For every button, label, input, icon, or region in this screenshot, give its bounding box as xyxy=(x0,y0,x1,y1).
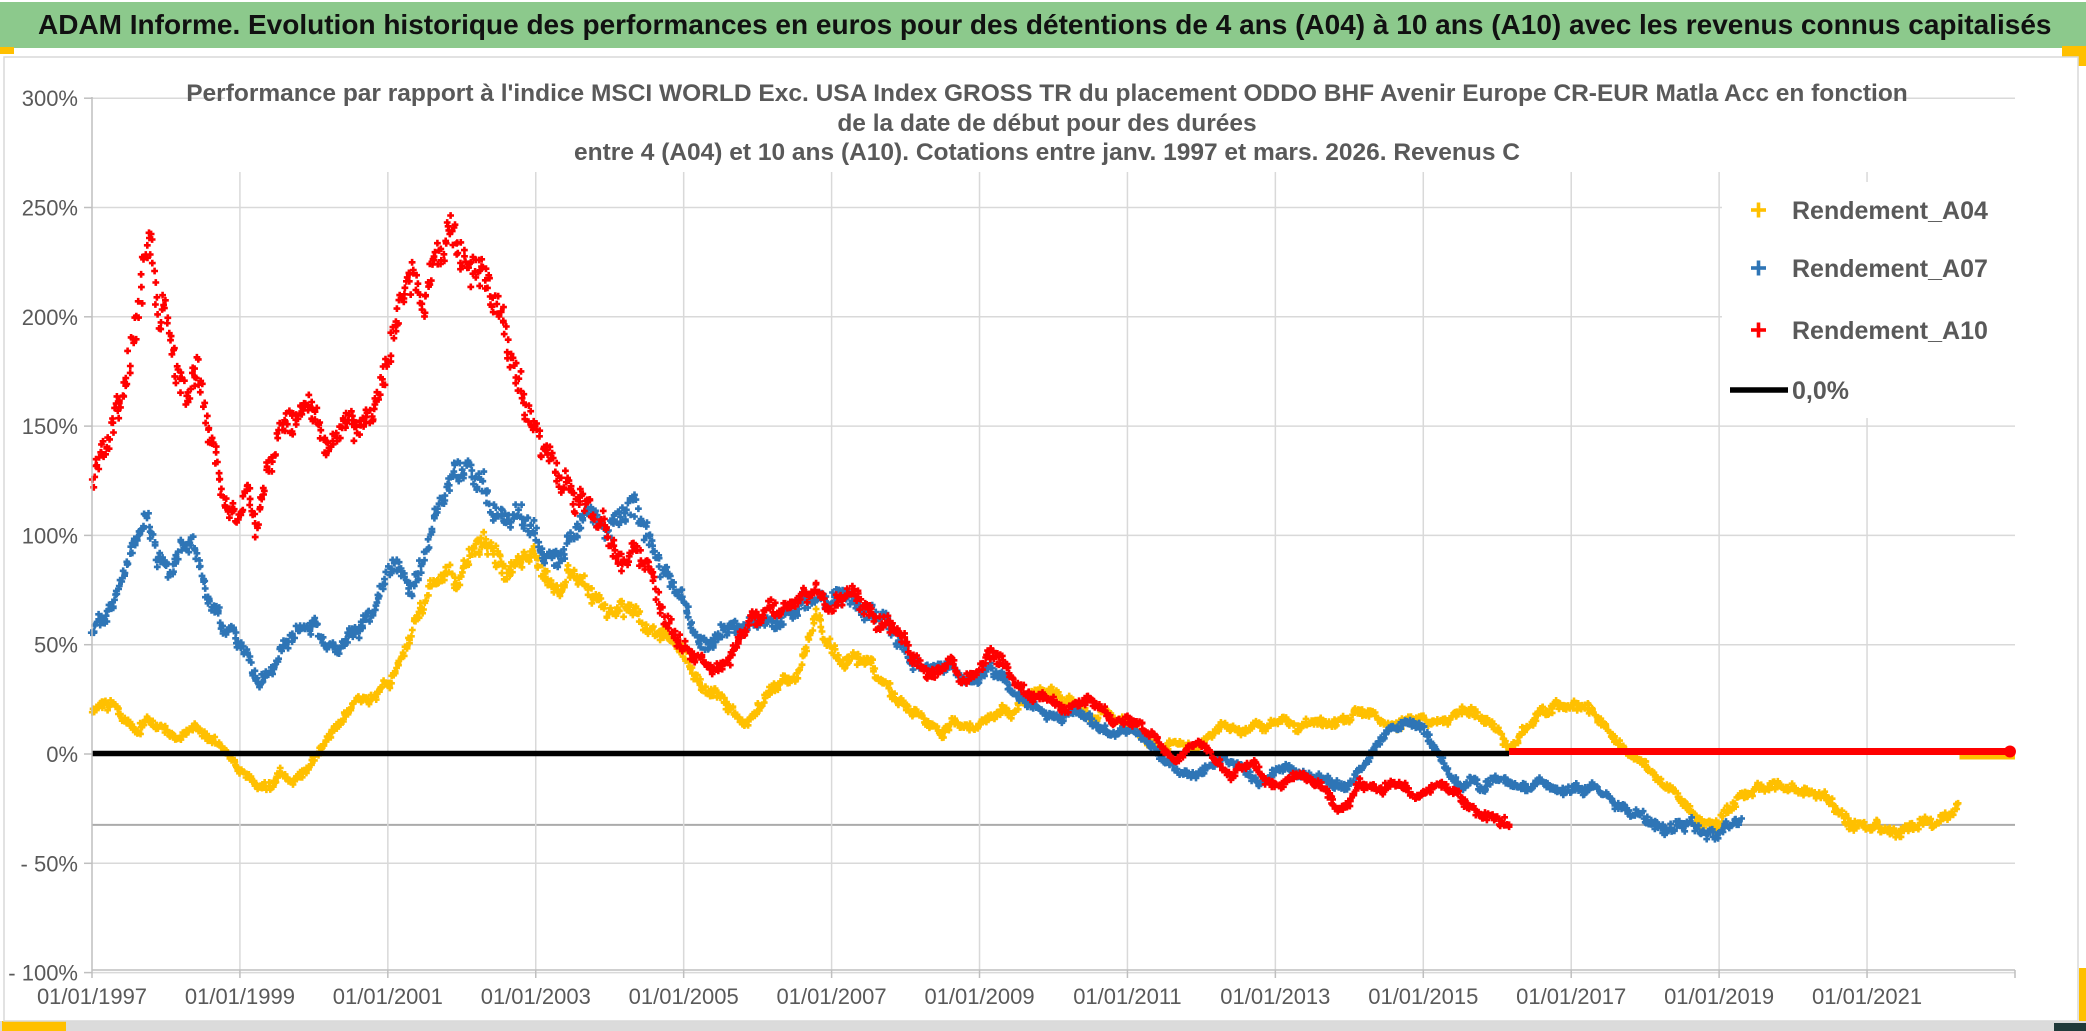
x-tick-label: 01/01/2009 xyxy=(924,984,1034,1009)
legend-item-a07[interactable]: Rendement_A07 xyxy=(1751,255,1988,283)
y-tick-label: 200% xyxy=(22,305,78,330)
y-tick-label: - 50% xyxy=(21,851,78,876)
accent-corner-bottom-left xyxy=(2,1021,66,1031)
x-tick-label: 01/01/1997 xyxy=(37,984,147,1009)
x-tick-label: 01/01/2005 xyxy=(629,984,739,1009)
x-tick-label: 01/01/2019 xyxy=(1664,984,1774,1009)
legend-item-a10[interactable]: Rendement_A10 xyxy=(1751,317,1988,345)
x-tick-label: 01/01/2015 xyxy=(1368,984,1478,1009)
chart-title-line-1: Performance par rapport à l'indice MSCI … xyxy=(186,80,1908,107)
x-tick-label: 01/01/1999 xyxy=(185,984,295,1009)
y-tick-label: 50% xyxy=(34,633,78,658)
y-tick-label: 300% xyxy=(22,86,78,111)
y-tick-label: - 100% xyxy=(8,961,78,986)
accent-edge-right xyxy=(2079,968,2086,1021)
axes xyxy=(84,97,2016,978)
chart-title: Performance par rapport à l'indice MSCI … xyxy=(186,70,1908,172)
legend-background xyxy=(1722,182,2016,418)
plus-marker-icon xyxy=(1751,202,1766,218)
x-tick-label: 01/01/2003 xyxy=(481,984,591,1009)
tick-labels: 300%250%200%150%100%50%0%- 50%- 100%01/0… xyxy=(8,86,1922,1009)
report-header: ADAM Informe. Evolution historique des p… xyxy=(0,2,2086,48)
legend-label: Rendement_A07 xyxy=(1792,255,1988,283)
legend-label: 0,0% xyxy=(1792,377,1849,405)
chart-title-background xyxy=(225,70,1870,172)
y-tick-label: 100% xyxy=(22,523,78,548)
chart-title-line-2: de la date de début pour des durées xyxy=(837,110,1256,137)
y-tick-label: 0% xyxy=(46,742,78,767)
x-tick-label: 01/01/2007 xyxy=(777,984,887,1009)
legend-label: Rendement_A04 xyxy=(1792,197,1988,225)
x-tick-label: 01/01/2013 xyxy=(1220,984,1330,1009)
x-tick-label: 01/01/2021 xyxy=(1812,984,1922,1009)
accent-corner-top-left xyxy=(0,47,14,54)
x-tick-label: 01/01/2001 xyxy=(333,984,443,1009)
y-tick-label: 250% xyxy=(22,196,78,221)
legend: Rendement_A04 Rendement_A07 Rendement_A1… xyxy=(1722,182,2016,418)
x-tick-label: 01/01/2017 xyxy=(1516,984,1626,1009)
flat-zero-line-endcap xyxy=(2003,745,2016,758)
footer-dark-segment xyxy=(2054,1023,2086,1031)
legend-item-zero-line[interactable]: 0,0% xyxy=(1730,377,1849,405)
chart-title-line-3: entre 4 (A04) et 10 ans (A10). Cotations… xyxy=(574,139,1520,166)
report-header-title: ADAM Informe. Evolution historique des p… xyxy=(38,9,2052,40)
x-tick-label: 01/01/2011 xyxy=(1073,984,1181,1009)
footer-strip xyxy=(0,1021,2086,1031)
plus-marker-icon xyxy=(1751,260,1766,276)
legend-item-a04[interactable]: Rendement_A04 xyxy=(1751,197,1988,225)
legend-label: Rendement_A10 xyxy=(1792,317,1988,345)
plus-marker-icon xyxy=(1751,322,1766,338)
y-tick-label: 150% xyxy=(22,414,78,439)
